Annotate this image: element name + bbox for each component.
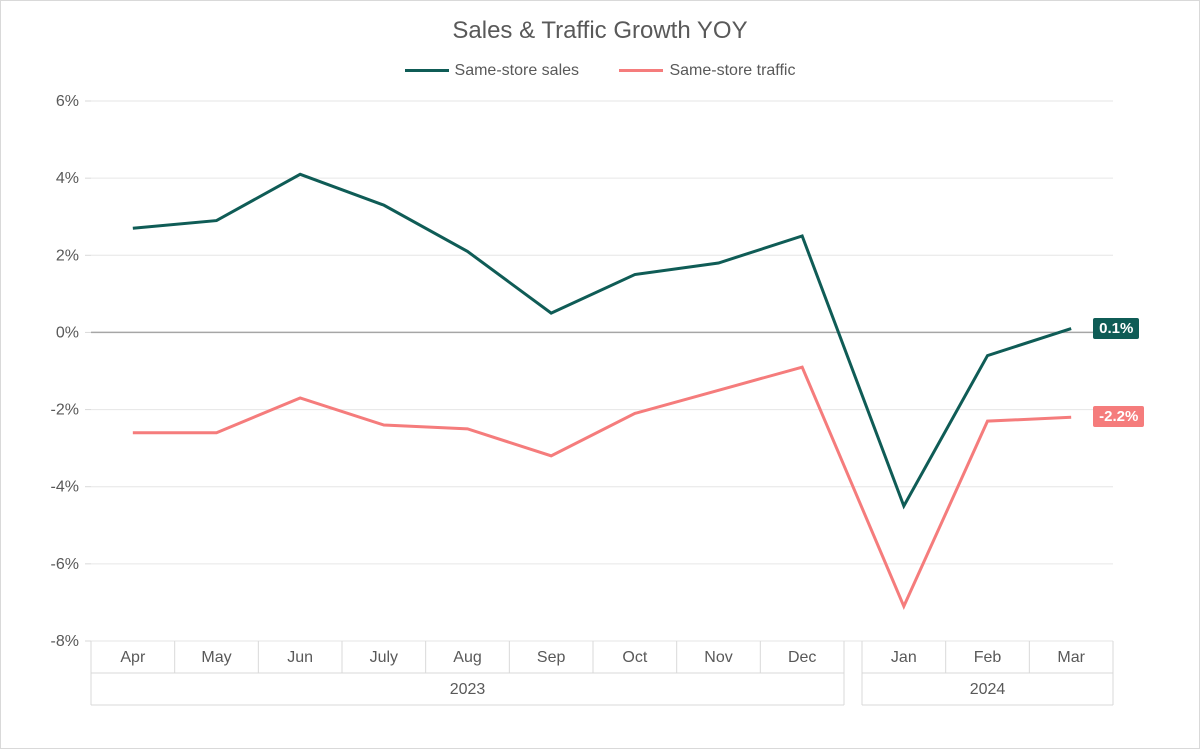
chart-title: Sales & Traffic Growth YOY <box>1 17 1199 45</box>
y-tick-label: -6% <box>51 556 79 573</box>
y-tick-label: -2% <box>51 402 79 419</box>
legend-swatch-sales <box>405 69 449 72</box>
x-tick-label: Aug <box>453 649 481 666</box>
chart-frame: Sales & Traffic Growth YOY Same-store sa… <box>0 0 1200 749</box>
x-tick-label: Feb <box>974 649 1002 666</box>
x-tick-label: May <box>201 649 231 666</box>
x-year-label: 2024 <box>970 681 1006 698</box>
x-tick-label: Dec <box>788 649 816 666</box>
legend-label-traffic: Same-store traffic <box>669 62 795 80</box>
legend-swatch-traffic <box>619 69 663 72</box>
x-tick-label: Jun <box>287 649 313 666</box>
legend-item-sales: Same-store sales <box>405 62 580 80</box>
chart-svg: -8% -6% -4% -2% 0% 2% 4% 6% 2023 2024 Apr May Jun Jul… <box>1 1 1200 750</box>
y-tick-label: 2% <box>56 247 79 264</box>
legend-item-traffic: Same-store traffic <box>619 62 795 80</box>
end-label-sales: 0.1% <box>1093 318 1139 339</box>
chart-legend: Same-store sales Same-store traffic <box>1 59 1199 80</box>
y-tick-label: 4% <box>56 170 79 187</box>
series-line-sales <box>133 174 1071 506</box>
x-tick-label: July <box>370 649 398 666</box>
y-tick-label: -4% <box>51 479 79 496</box>
x-year-label: 2023 <box>450 681 486 698</box>
x-tick-label: Apr <box>120 649 146 666</box>
end-label-traffic: -2.2% <box>1093 406 1144 427</box>
x-tick-label: Mar <box>1057 649 1085 666</box>
legend-label-sales: Same-store sales <box>455 62 580 80</box>
x-tick-label: Jan <box>891 649 917 666</box>
y-tick-label: -8% <box>51 633 79 650</box>
y-tick-label: 0% <box>56 324 79 341</box>
y-tick-label: 6% <box>56 93 79 110</box>
x-tick-label: Oct <box>622 649 647 666</box>
x-tick-label: Sep <box>537 649 566 666</box>
x-tick-label: Nov <box>704 649 732 666</box>
